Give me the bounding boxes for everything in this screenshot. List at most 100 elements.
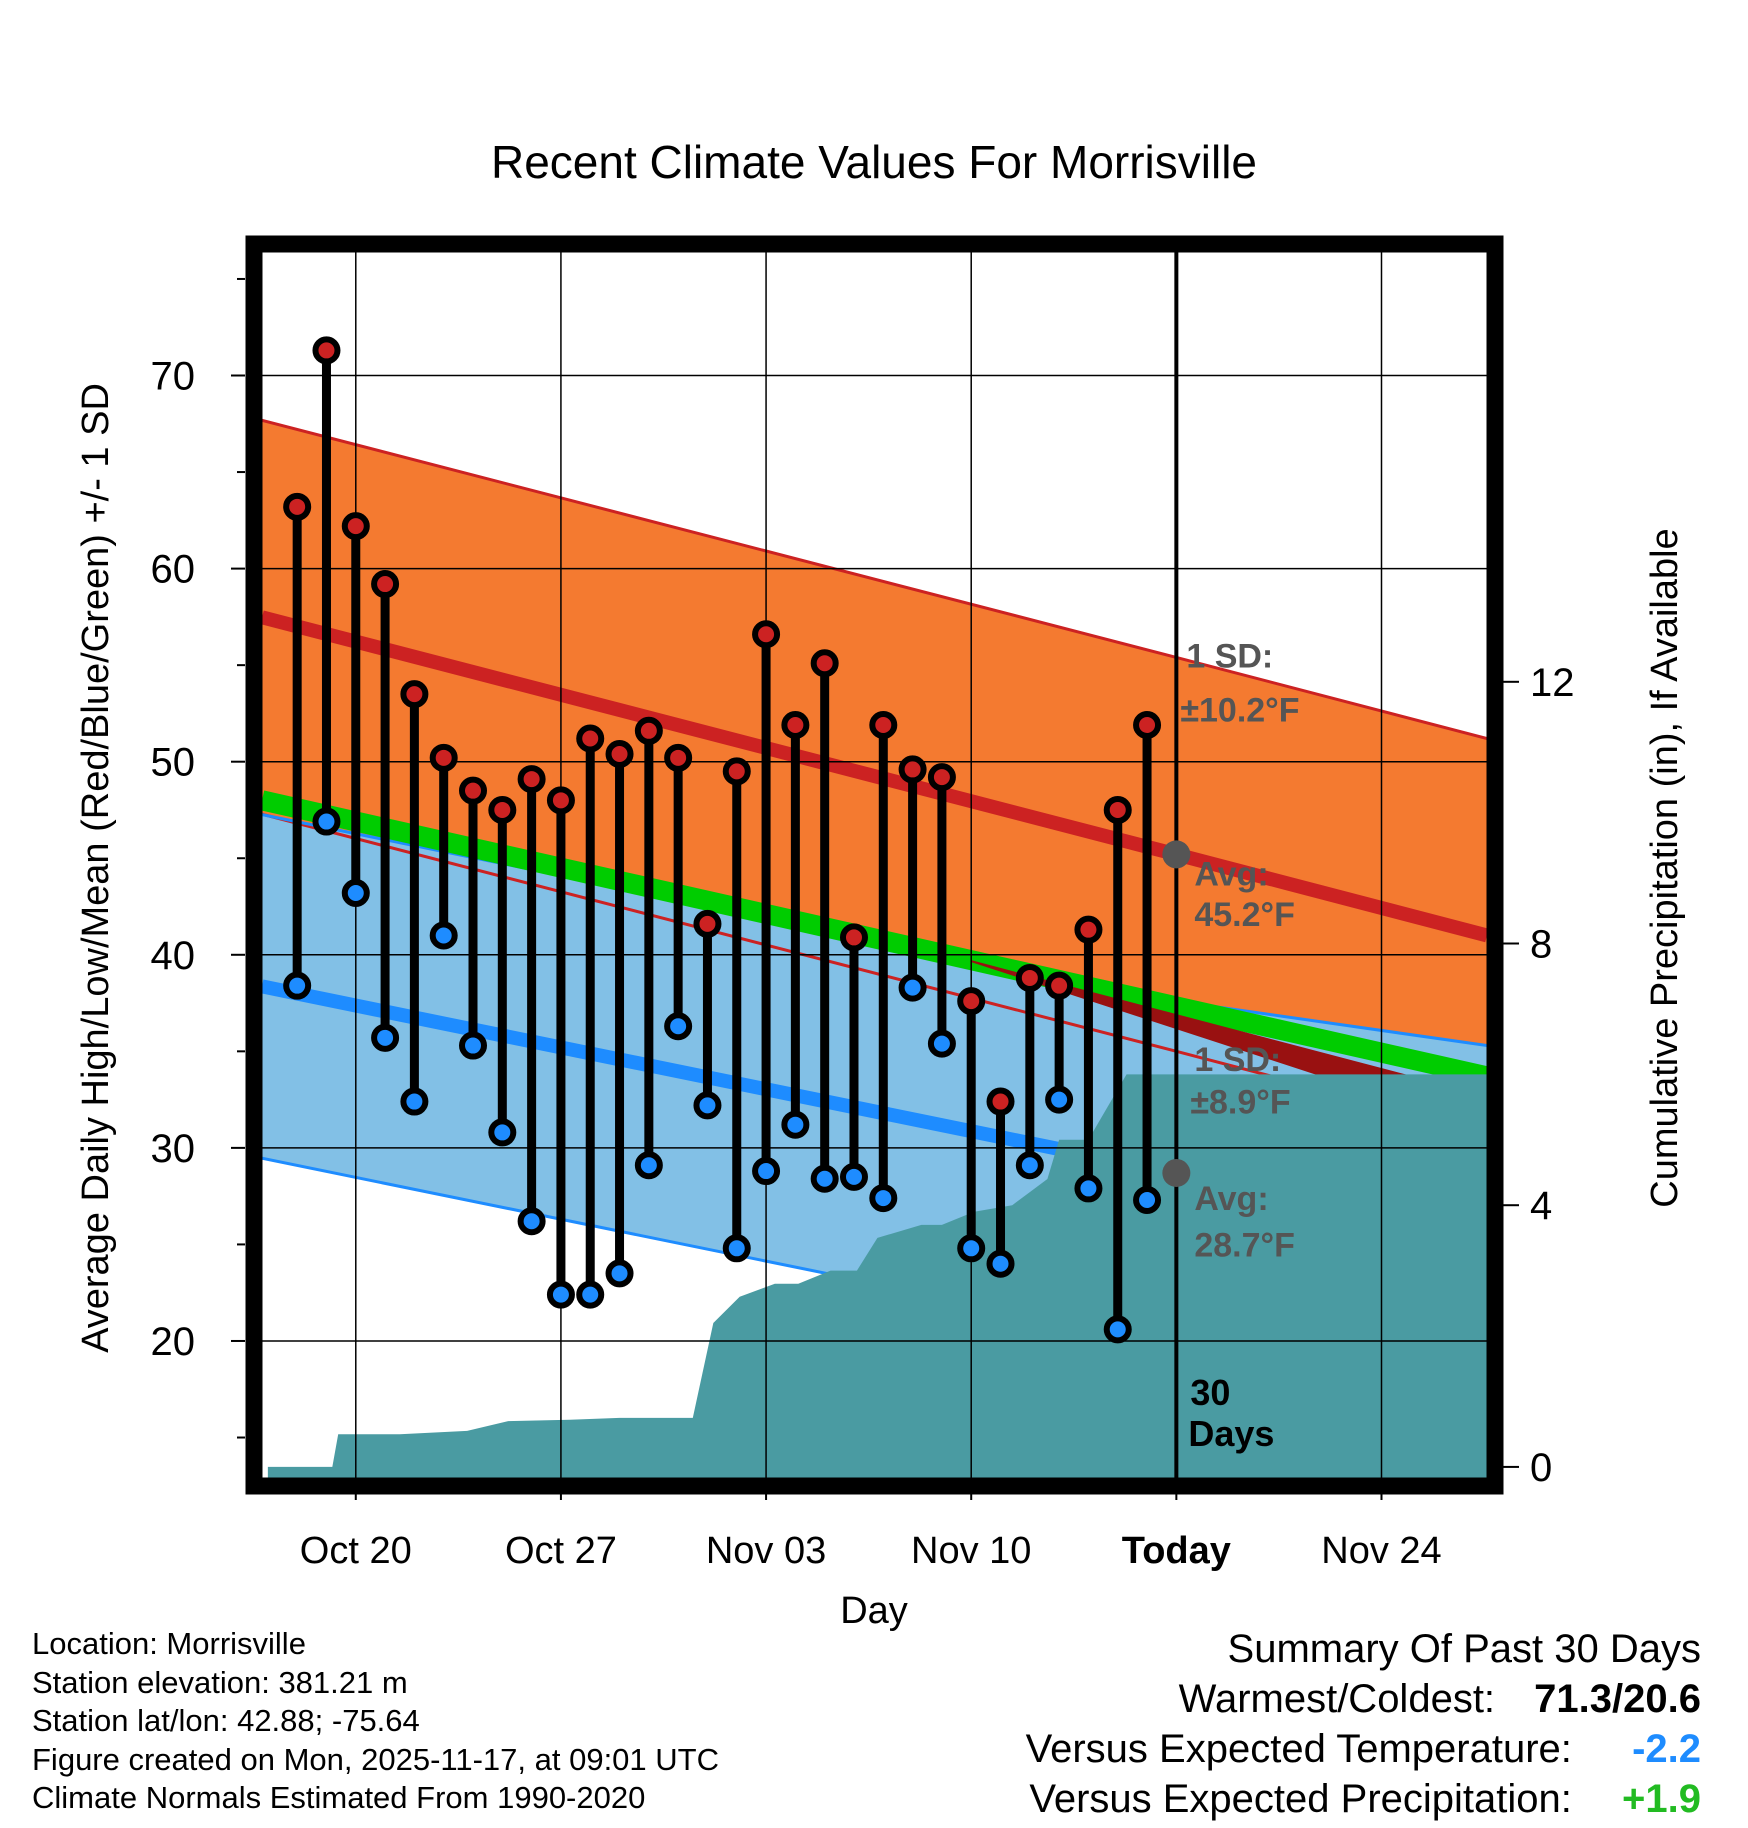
y-left-tick-label: 50 <box>151 741 196 785</box>
summary-precip-row: Versus Expected Precipitation: +1.9 <box>1026 1774 1701 1824</box>
high-point <box>488 795 517 824</box>
low-point <box>927 1029 956 1058</box>
y-left-tick-label: 20 <box>151 1320 196 1364</box>
y-axis-label-right: Cumulative Precipitation (in), If Availa… <box>1644 528 1686 1207</box>
x-tick-label: Oct 20 <box>300 1530 412 1572</box>
low-point <box>605 1259 634 1288</box>
high-sd-label: 1 SD: <box>1186 637 1273 675</box>
period-unit: Days <box>1188 1413 1274 1454</box>
high-point <box>400 680 429 709</box>
x-tick-label: Nov 24 <box>1321 1530 1441 1572</box>
high-point <box>664 743 693 772</box>
y-left-tick-label: 30 <box>151 1127 196 1171</box>
low-point <box>488 1118 517 1147</box>
precip-label: Versus Expected Precipitation: <box>1029 1777 1572 1821</box>
low-point <box>1133 1186 1162 1215</box>
high-point <box>693 909 722 938</box>
y-left-tick-label: 40 <box>151 934 196 978</box>
info-created: Figure created on Mon, 2025-11-17, at 09… <box>32 1741 719 1777</box>
summary-temp-row: Versus Expected Temperature: -2.2 <box>1026 1724 1701 1774</box>
info-location: Location: Morrisville <box>32 1626 306 1661</box>
low-point <box>664 1012 693 1041</box>
low-point <box>634 1151 663 1180</box>
low-point <box>957 1234 986 1263</box>
y-right-tick-label: 12 <box>1530 661 1575 705</box>
y-left-tick-label: 60 <box>151 548 196 592</box>
chart-title: Recent Climate Values For Morrisville <box>491 136 1257 188</box>
high-point <box>459 776 488 805</box>
low-point <box>429 921 458 950</box>
low-point <box>781 1110 810 1139</box>
high-point <box>898 755 927 784</box>
plot-frame <box>245 235 1504 1495</box>
high-point <box>634 716 663 745</box>
y-right-tick-label: 8 <box>1530 923 1552 967</box>
station-info: Location: Morrisville Station elevation:… <box>32 1625 719 1818</box>
high-point <box>1133 711 1162 740</box>
low-avg-today-marker <box>1162 1158 1191 1187</box>
low-point <box>1045 1085 1074 1114</box>
high-point <box>1015 963 1044 992</box>
high-point <box>1045 971 1074 1000</box>
summary-warm-cold-row: Warmest/Coldest: 71.3/20.6 <box>1026 1674 1701 1724</box>
high-point <box>576 724 605 753</box>
low-avg-label: Avg: <box>1194 1180 1268 1218</box>
low-point <box>1074 1174 1103 1203</box>
low-point <box>312 807 341 836</box>
warm-cold-label: Warmest/Coldest: <box>1178 1677 1496 1721</box>
warm-cold-value: 71.3/20.6 <box>1534 1677 1701 1721</box>
low-point <box>1103 1315 1132 1344</box>
low-point <box>898 973 927 1002</box>
high-point <box>869 711 898 740</box>
high-point <box>839 923 868 952</box>
low-point <box>517 1207 546 1236</box>
high-point <box>752 620 781 649</box>
x-tick-label: Oct 27 <box>505 1530 617 1572</box>
summary-panel: Summary Of Past 30 Days Warmest/Coldest:… <box>1026 1624 1701 1824</box>
mean-normal-line <box>262 790 1487 1087</box>
high-point <box>722 757 751 786</box>
low-point <box>869 1184 898 1213</box>
low-point <box>722 1234 751 1263</box>
low-sd-value: ±8.9°F <box>1190 1083 1290 1121</box>
high-point <box>957 987 986 1016</box>
low-point <box>459 1031 488 1060</box>
period-number: 30 <box>1190 1372 1230 1413</box>
info-normals: Climate Normals Estimated From 1990-2020 <box>32 1780 646 1815</box>
info-elevation: Station elevation: 381.21 m <box>32 1664 408 1700</box>
high-point <box>781 711 810 740</box>
high-point <box>371 570 400 599</box>
axes: Oct 20 Oct 27 Nov 03 Nov 10 Today Nov 24 20 30 4… <box>151 277 1575 1572</box>
high-avg-label: Avg: <box>1194 856 1268 894</box>
high-point <box>810 649 839 678</box>
temp-label: Versus Expected Temperature: <box>1025 1727 1572 1771</box>
y-right-tick-label: 4 <box>1530 1184 1552 1228</box>
low-point <box>341 878 370 907</box>
x-tick-label: Nov 10 <box>911 1530 1031 1572</box>
high-point <box>605 739 634 768</box>
high-point <box>312 336 341 365</box>
low-point <box>693 1091 722 1120</box>
summary-title: Summary Of Past 30 Days <box>1227 1627 1701 1671</box>
low-point <box>839 1162 868 1191</box>
x-axis-label: Day <box>840 1590 908 1632</box>
high-sd-value: ±10.2°F <box>1180 691 1299 729</box>
low-sd-label: 1 SD: <box>1194 1041 1281 1079</box>
high-point <box>1103 795 1132 824</box>
low-avg-value: 28.7°F <box>1194 1226 1295 1264</box>
y-right-tick-label: 0 <box>1530 1446 1552 1490</box>
y-axis-label-left: Average Daily High/Low/Mean (Red/Blue/Gr… <box>75 383 117 1353</box>
high-point <box>283 492 312 521</box>
high-point <box>517 765 546 794</box>
high-point <box>429 743 458 772</box>
low-point <box>752 1157 781 1186</box>
x-tick-label: Today <box>1122 1530 1231 1572</box>
high-point <box>341 512 370 541</box>
low-point <box>810 1164 839 1193</box>
y-left-tick-label: 70 <box>151 355 196 399</box>
low-point <box>1015 1151 1044 1180</box>
daily-ranges <box>283 336 1162 1344</box>
high-point <box>546 786 575 815</box>
